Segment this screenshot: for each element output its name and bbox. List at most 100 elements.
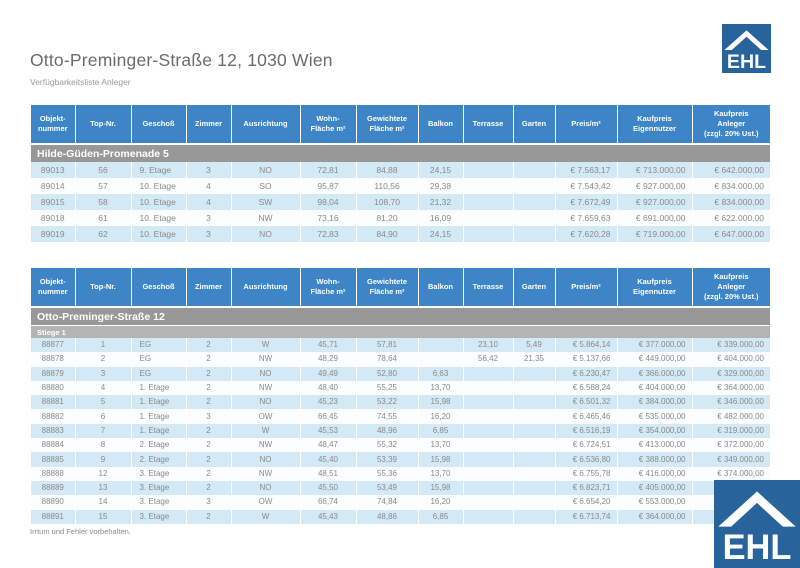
cell-kaufpreis-eigennutzer: € 691.000,00 <box>616 210 692 226</box>
cell-zimmer: 2 <box>185 466 231 481</box>
cell-objektnummer: 89018 <box>40 212 65 223</box>
cell-preis-m2: € 6.724,51 <box>554 438 617 453</box>
cell-garten <box>512 438 555 453</box>
cell-top-nr: 8 <box>74 438 131 453</box>
cell-wohnflaeche: 48,47 <box>299 438 356 453</box>
cell-geschoss: 9. Etage <box>130 162 186 178</box>
cell-preis-m2: € 6.501,32 <box>554 395 617 410</box>
table-header-row: Objekt- nummer Top-Nr. Geschoß Zimmer Ausric… <box>31 105 770 144</box>
cell-ausrichtung: NO <box>230 366 300 381</box>
table-row: 88888 12 3. Etage 2 NW 48,51 55,36 13,70 € 6.755… <box>31 466 770 481</box>
cell-gewichtete-flaeche: 110,56 <box>355 178 418 194</box>
cell-kaufpreis-anleger: € 834.000,00 <box>691 178 770 194</box>
cell-garten <box>512 178 555 194</box>
cell-gewichtete-flaeche: 74,84 <box>355 495 418 510</box>
cell-kaufpreis-eigennutzer: € 366.000,00 <box>616 366 692 381</box>
ehl-logo-icon: EHL <box>714 480 800 568</box>
cell-garten <box>512 423 555 439</box>
cell-garten <box>512 194 555 210</box>
cell-zimmer: 2 <box>185 423 231 439</box>
cell-objektnummer: 88884 <box>41 440 64 450</box>
cell-terrasse <box>462 509 513 524</box>
cell-terrasse <box>462 226 513 242</box>
cell-terrasse <box>462 495 513 510</box>
subsection-title: Stiege 1 <box>31 325 770 338</box>
cell-preis-m2: € 7.543,42 <box>554 178 617 194</box>
cell-gewichtete-flaeche: 57,81 <box>355 338 418 353</box>
cell-wohnflaeche: 45,71 <box>299 338 356 353</box>
cell-kaufpreis-anleger: € 834.000,00 <box>691 194 770 210</box>
table-row: 89015 58 10. Etage 4 SW 98,04 108,70 21,32 € 7.6… <box>31 194 770 210</box>
table-row: 88881 5 1. Etage 2 NO 45,23 53,22 15,98 € 6.501,… <box>31 395 770 410</box>
table-row: 88877 1 EG 2 W 45,71 57,81 23,10 5,49 € 5.864,14 €… <box>31 338 770 353</box>
column-header: Kaufpreis Anleger (zzgl. 20% Ust.) <box>691 105 770 144</box>
cell-kaufpreis-anleger: € 319.000,00 <box>691 423 770 439</box>
cell-kaufpreis-eigennutzer: € 405.000,00 <box>616 480 692 496</box>
column-header: Gewichtete Fläche m² <box>355 105 418 144</box>
table-row: 89019 62 10. Etage 3 NO 72,83 84,90 24,15 € 7.62… <box>31 226 770 242</box>
cell-gewichtete-flaeche: 53,22 <box>355 395 418 410</box>
cell-wohnflaeche: 45,43 <box>299 509 356 524</box>
cell-garten <box>512 495 555 510</box>
cell-geschoss: 2. Etage <box>130 438 186 453</box>
cell-top-nr: 3 <box>74 366 131 381</box>
column-header: Garten <box>512 268 555 307</box>
cell-geschoss: 1. Etage <box>130 380 186 396</box>
column-header: Kaufpreis Eigennutzer <box>616 268 692 307</box>
cell-gewichtete-flaeche: 108,70 <box>355 194 418 210</box>
column-header: Balkon <box>417 268 463 307</box>
cell-kaufpreis-anleger: € 364.000,00 <box>691 380 770 396</box>
cell-geschoss: 2. Etage <box>130 452 186 467</box>
column-header: Balkon <box>417 105 463 144</box>
cell-ausrichtung: OW <box>230 409 300 424</box>
cell-kaufpreis-eigennutzer: € 713.000,00 <box>616 162 692 178</box>
column-header: Wohn- Fläche m² <box>299 105 356 144</box>
table-row: 88879 3 EG 2 NO 49,49 52,80 6,63 € 6.230,47 € 366… <box>31 366 770 381</box>
cell-preis-m2: € 6.823,71 <box>554 480 617 496</box>
cell-top-nr: 6 <box>74 409 131 424</box>
cell-wohnflaeche: 48,40 <box>299 380 356 396</box>
cell-top-nr: 4 <box>74 380 131 396</box>
cell-objektnummer: 89013 <box>40 164 65 175</box>
column-header: Geschoß <box>130 268 186 307</box>
cell-zimmer: 2 <box>185 438 231 453</box>
cell-kaufpreis-eigennutzer: € 719.000,00 <box>616 226 692 242</box>
cell-top-nr: 57 <box>74 178 131 194</box>
cell-top-nr: 58 <box>74 194 131 210</box>
cell-wohnflaeche: 73,16 <box>299 210 356 226</box>
cell-top-nr: 9 <box>74 452 131 467</box>
cell-objektnummer: 88881 <box>41 397 64 407</box>
cell-preis-m2: € 5.137,66 <box>554 352 617 367</box>
cell-preis-m2: € 6.755,78 <box>554 466 617 481</box>
cell-kaufpreis-anleger: € 346.000,00 <box>691 395 770 410</box>
cell-ausrichtung: NO <box>230 226 300 242</box>
column-header: Objekt- nummer <box>31 268 75 307</box>
cell-garten <box>512 466 555 481</box>
cell-wohnflaeche: 45,40 <box>299 452 356 467</box>
cell-objektnummer: 88883 <box>41 425 64 435</box>
cell-balkon: 13,70 <box>417 380 463 396</box>
section-header-row: Otto-Preminger-Straße 12 <box>31 306 770 326</box>
column-header: Ausrichtung <box>230 105 300 144</box>
cell-geschoss: 3. Etage <box>130 495 186 510</box>
column-header: Wohn- Fläche m² <box>299 268 356 307</box>
cell-kaufpreis-eigennutzer: € 416.000,00 <box>616 466 692 481</box>
cell-balkon <box>417 338 463 353</box>
cell-zimmer: 4 <box>185 178 231 194</box>
column-header: Objekt- nummer <box>31 105 75 144</box>
cell-kaufpreis-anleger: € 372.000,00 <box>691 438 770 453</box>
cell-objektnummer: 88879 <box>41 368 64 378</box>
cell-geschoss: 1. Etage <box>130 423 186 439</box>
cell-preis-m2: € 6.465,46 <box>554 409 617 424</box>
cell-terrasse <box>462 438 513 453</box>
cell-terrasse <box>462 480 513 496</box>
cell-balkon: 15,98 <box>417 395 463 410</box>
cell-garten <box>512 509 555 524</box>
cell-zimmer: 3 <box>185 226 231 242</box>
cell-gewichtete-flaeche: 84,90 <box>355 226 418 242</box>
cell-geschoss: 1. Etage <box>130 409 186 424</box>
cell-geschoss: 1. Etage <box>130 395 186 410</box>
table-row: 89014 57 10. Etage 4 SO 95,87 110,56 29,38 € 7.5… <box>31 178 770 194</box>
column-header: Preis/m² <box>554 105 617 144</box>
cell-kaufpreis-eigennutzer: € 553.000,00 <box>616 495 692 510</box>
